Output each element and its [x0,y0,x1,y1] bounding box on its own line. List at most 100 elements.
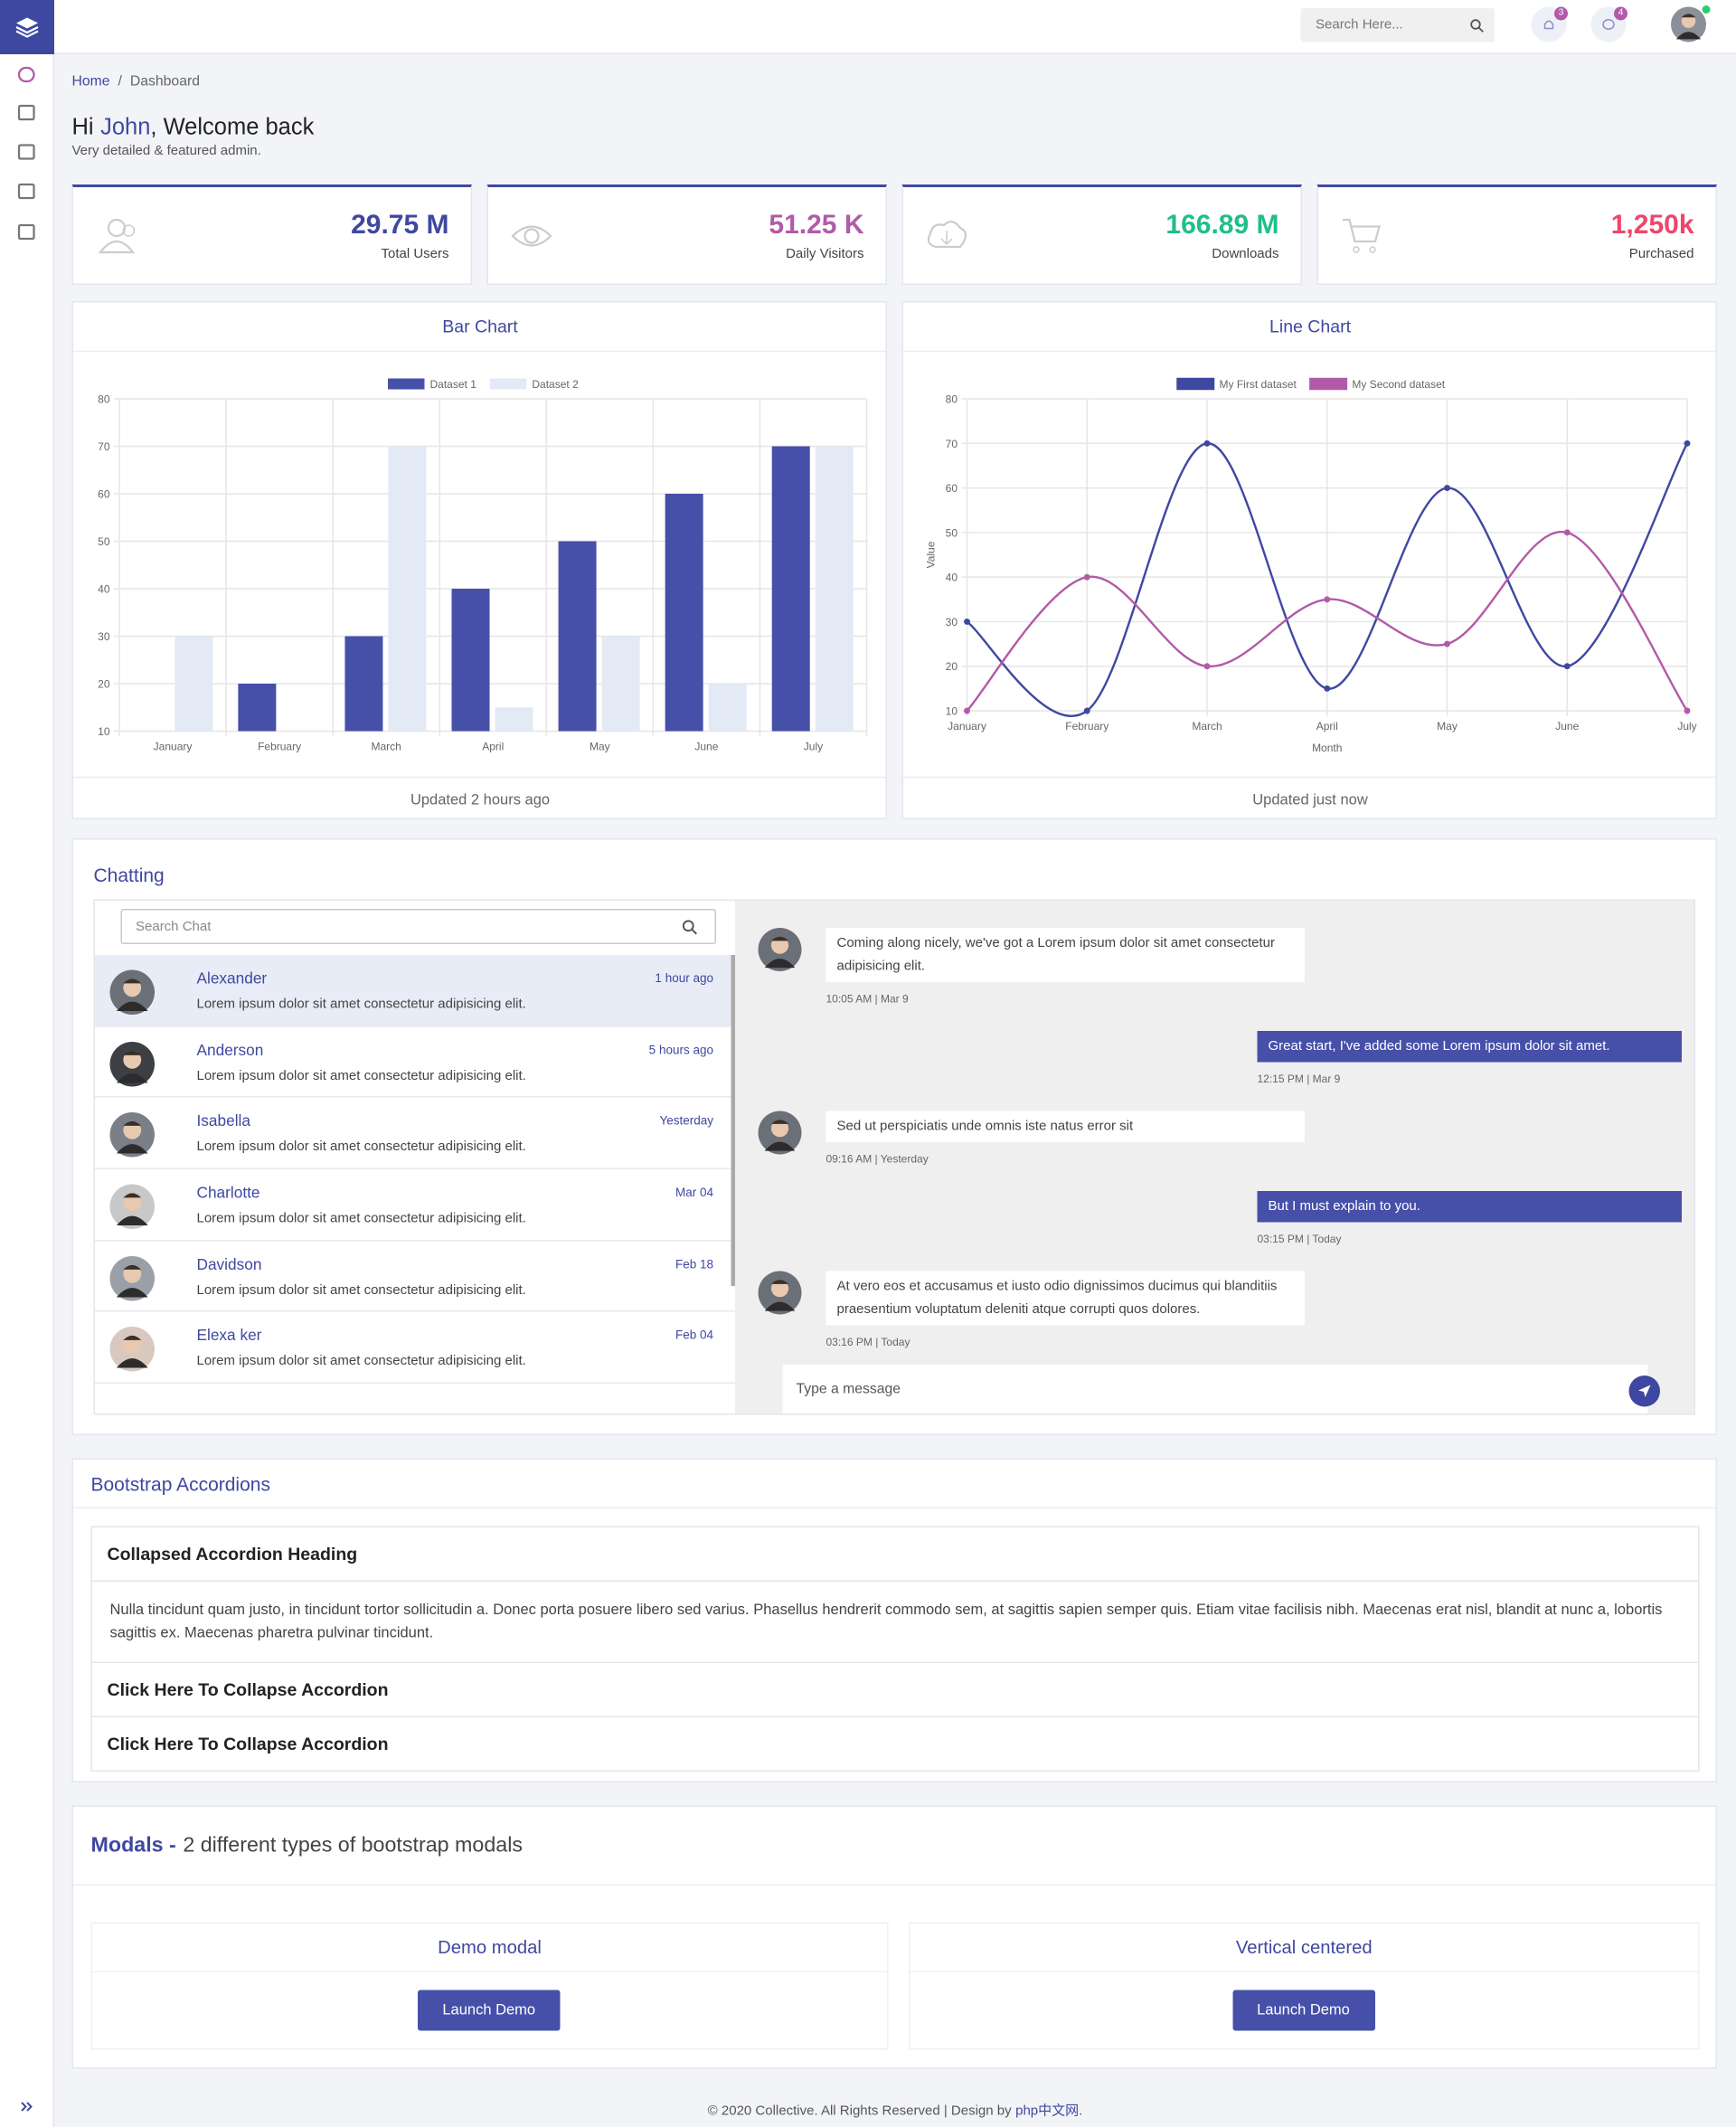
x-tick-label: July [1677,720,1696,733]
legend-label: Dataset 1 [430,378,477,391]
chart-title: Line Chart [1269,317,1352,337]
contact[interactable]: Anderson 5 hours ago Lorem ipsum dolor sit… [95,1026,735,1099]
sidebar-icon[interactable] [17,223,36,241]
sidebar-icon[interactable] [17,183,36,200]
chart: Bar Chart Updated 2 hours ago Dataset 1 Dat… [73,317,886,808]
sidebar-icon[interactable] [17,144,36,160]
modals-title: Modals - [90,1834,176,1858]
message-placeholder: Type a message [796,1381,901,1397]
separator [73,1884,1716,1886]
stat-value: 1,250k [1610,210,1694,241]
accordion-heading[interactable]: Click Here To Collapse Accordion [92,1661,1698,1716]
x-tick-label: April [482,741,504,753]
separator [73,1507,1716,1508]
breadcrumb-current: Dashboard [129,73,200,90]
avatar [758,928,802,971]
sidebar-icon[interactable] [17,66,36,83]
bar [665,494,703,732]
contact-time: Feb 18 [675,1257,713,1271]
point [1563,663,1571,670]
launch-button[interactable]: Launch Demo [1231,1990,1375,2031]
chart-card: Line Chart Updated just now My First datas… [901,301,1717,819]
message-time: 03:16 PM | Today [826,1336,910,1349]
modal-card-title: Vertical centered [1235,1937,1373,1958]
contact[interactable]: Isabella Yesterday Lorem ipsum dolor sit a… [95,1098,735,1170]
point [1083,707,1090,714]
message-input[interactable]: Type a message [782,1365,1648,1413]
legend-label: My First dataset [1220,378,1297,391]
sidebar-icon[interactable] [17,104,36,121]
logo-icon [15,17,39,38]
badge: 3 [1554,6,1568,21]
bar [495,707,533,732]
point [1324,596,1331,603]
y-tick-label: 30 [98,630,110,643]
legend-swatch [1176,377,1215,391]
modals-heading: Modals - 2 different types of bootstrap m… [91,1834,523,1858]
y-tick-label: 50 [98,535,110,548]
footer-link[interactable]: php中文网. [1015,2103,1083,2120]
bar [175,636,213,732]
chat-search[interactable]: Search Chat [120,909,716,944]
point [1563,529,1571,536]
y-tick-label: 60 [946,482,958,495]
contact-time: Mar 04 [675,1186,713,1200]
bar [388,446,427,732]
modals-subtitle: 2 different types of bootstrap modals [183,1834,523,1858]
accordion-heading[interactable]: Collapsed Accordion Heading [107,1544,358,1565]
search-box[interactable]: Search Here... [1300,8,1495,43]
modal-card-title: Demo modal [438,1937,542,1958]
bar [771,446,810,732]
contact-name: Isabella [196,1114,250,1131]
message: Coming along nicely, we've got a Lorem i… [758,928,1305,1008]
x-tick-label: January [948,720,986,733]
bar [344,636,383,732]
chat-search-placeholder: Search Chat [136,920,212,935]
topbar-icon [1543,20,1554,30]
avatar [109,1255,155,1301]
point [1203,440,1211,447]
legend-label: Dataset 2 [532,378,579,391]
scrollbar [731,955,735,1286]
message-bubble: Great start, I've added some Lorem ipsum… [1257,1031,1682,1063]
legend-swatch [388,378,425,390]
stat-card: 29.75 M Total Users [71,184,472,285]
stat-label: Downloads [1212,247,1279,262]
legend-label: My Second dataset [1352,378,1445,391]
contact[interactable]: Elexa ker Feb 04 Lorem ipsum dolor sit ame… [95,1312,735,1385]
contact[interactable]: Alexander 1 hour ago Lorem ipsum dolor sit… [95,955,735,1027]
x-tick-label: May [590,741,610,753]
breadcrumb: Home / Dashboard [72,73,200,90]
send-button[interactable] [1628,1375,1660,1407]
message-bubble: Sed ut perspiciatis unde omnis iste natu… [826,1111,1305,1142]
bar [558,541,597,732]
topbar-icon [1602,19,1615,30]
contact-name: Elexa ker [196,1328,262,1346]
accordion-title: Bootstrap Accordions [90,1473,270,1495]
message-bubble: But I must explain to you. [1257,1191,1682,1223]
chat-pane: Coming along nicely, we've got a Lorem i… [735,901,1694,1413]
search-icon [1470,19,1484,33]
x-tick-label: May [1437,720,1458,733]
point [1324,685,1331,692]
logo[interactable] [0,0,54,54]
y-tick-label: 40 [946,572,958,584]
contact-time: Feb 04 [675,1328,713,1343]
accordion-heading[interactable]: Click Here To Collapse Accordion [92,1716,1698,1771]
y-tick-label: 10 [946,705,958,718]
message-time: 09:16 AM | Yesterday [826,1153,929,1166]
launch-button[interactable]: Launch Demo [418,1990,561,2031]
contact[interactable]: Charlotte Mar 04 Lorem ipsum dolor sit ame… [95,1169,735,1242]
greeting: Hi [71,114,94,140]
online-dot [1702,5,1711,14]
contact[interactable]: Davidson Feb 18 Lorem ipsum dolor sit amet… [95,1241,735,1313]
breadcrumb-sep: / [118,73,122,90]
avatar [109,1327,155,1373]
stat-icon [927,221,967,249]
modals-card: Modals - 2 different types of bootstrap m… [71,1805,1717,2069]
contact-message: Lorem ipsum dolor sit amet consectetur a… [196,1068,526,1084]
search-placeholder: Search Here... [1316,17,1403,33]
bar [451,589,490,732]
breadcrumb-link[interactable]: Home [71,73,110,90]
footer-text: © 2020 Collective. All Rights Reserved |… [707,2103,1012,2120]
